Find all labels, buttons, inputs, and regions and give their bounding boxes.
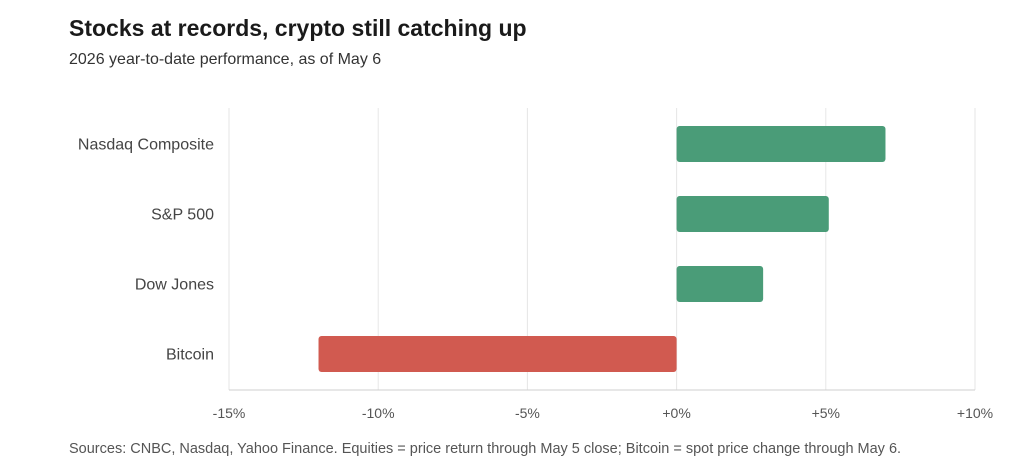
x-tick-label-3: +0% [662, 405, 690, 421]
source-note: Sources: CNBC, Nasdaq, Yahoo Finance. Eq… [69, 441, 902, 457]
chart-subtitle: 2026 year-to-date performance, as of May… [69, 51, 382, 68]
x-tick-label-1: -10% [362, 405, 395, 421]
bar-0 [676, 126, 886, 162]
category-label-3: Bitcoin [166, 347, 214, 364]
labels: -15% -10% -5% +0% +5% +10% Nasdaq Composite S&P… [78, 137, 993, 422]
category-label-0: Nasdaq Composite [78, 137, 214, 154]
x-tick-label-5: +10% [957, 405, 993, 421]
category-label-1: S&P 500 [151, 207, 214, 224]
x-tick-label-0: -15% [213, 405, 246, 421]
category-label-2: Dow Jones [135, 277, 214, 294]
bar-2 [676, 266, 764, 302]
bars [318, 126, 886, 372]
chart-title: Stocks at records, crypto still catching… [69, 15, 527, 41]
x-tick-label-2: -5% [515, 405, 540, 421]
bar-1 [676, 196, 829, 232]
x-tick-label-4: +5% [812, 405, 840, 421]
bar-3 [318, 336, 677, 372]
